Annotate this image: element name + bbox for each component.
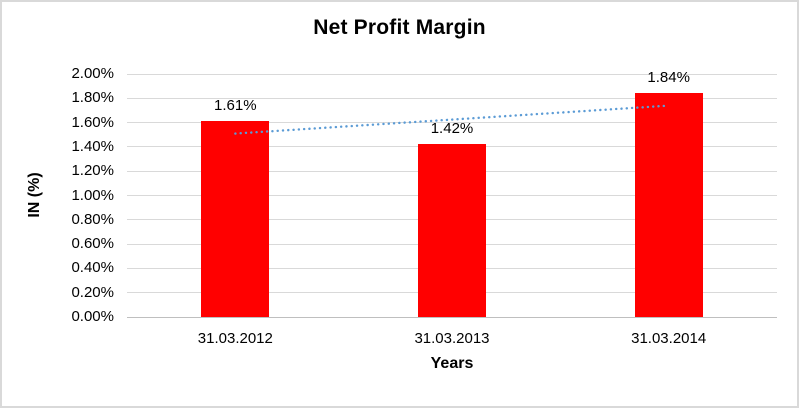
y-axis-tick-label: 1.80% (71, 89, 114, 107)
bar-data-label: 1.42% (430, 120, 474, 138)
bar (418, 144, 486, 317)
gridline (127, 73, 777, 75)
gridline (127, 97, 777, 99)
x-axis-tick-label: 31.03.2013 (414, 330, 490, 347)
y-axis-tick-label: 0.00% (71, 308, 114, 325)
chart-title: Net Profit Margin (313, 16, 486, 39)
y-axis-tick-label: 0.60% (71, 235, 114, 253)
gridline (127, 316, 777, 318)
x-axis-tick-label: 31.03.2014 (631, 330, 707, 347)
y-axis-tick-label: 1.20% (71, 162, 114, 180)
y-axis-tick-label: 1.60% (71, 113, 114, 131)
y-axis-tick-label: 1.40% (71, 137, 114, 155)
x-axis-title: Years (430, 355, 474, 372)
bar (634, 93, 703, 317)
bar (201, 121, 270, 317)
y-axis-tick-label: 2.00% (71, 65, 114, 82)
y-axis-tick-label: 1.00% (71, 186, 114, 204)
bar-data-label: 1.61% (214, 97, 257, 115)
x-axis-tick-label: 31.03.2012 (197, 330, 273, 347)
y-axis-tick-label: 0.40% (71, 259, 114, 277)
bar-data-label: 1.84% (647, 69, 690, 87)
y-axis-tick-label: 0.20% (71, 283, 114, 301)
y-axis-tick-label: 0.80% (71, 210, 114, 228)
